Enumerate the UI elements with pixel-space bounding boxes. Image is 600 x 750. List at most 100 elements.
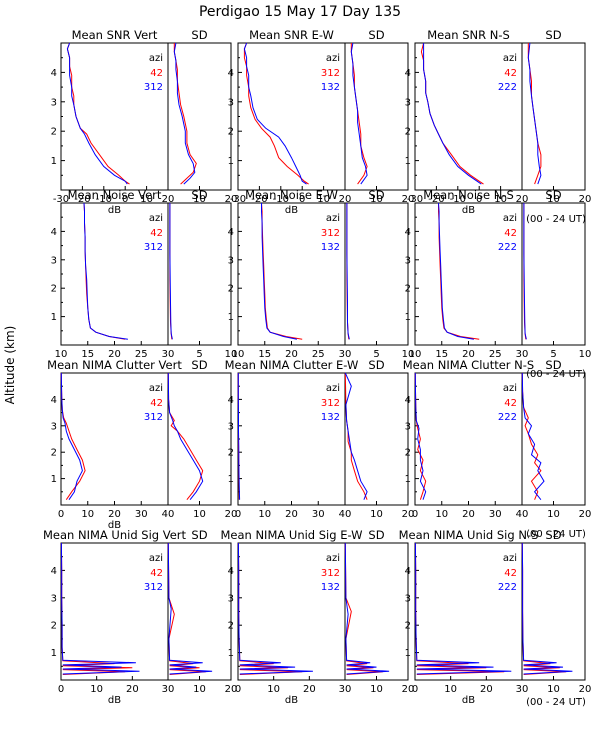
series-line-132 — [350, 42, 368, 185]
y-tick-label: 2 — [51, 127, 57, 138]
legend-label: 222 — [498, 242, 517, 253]
x-tick-label: -20 — [428, 194, 444, 205]
x-axis-label: dB — [108, 695, 121, 706]
legend-title: azi — [503, 383, 517, 394]
x-tick-label: 0 — [122, 194, 128, 205]
y-tick-label: 1 — [51, 648, 57, 659]
panel-r3-c5: SD 10 20 — [521, 528, 592, 695]
panel-title: Mean SNR N-S — [427, 28, 510, 42]
x-tick-label: 15 — [435, 349, 448, 360]
series-line-312 — [243, 42, 309, 185]
y-tick-label: 3 — [228, 97, 234, 108]
x-tick-label: 30 — [135, 509, 148, 520]
legend-title: azi — [503, 213, 517, 224]
series-line-222 — [438, 202, 474, 340]
panel-r1-c0: Mean Noise Vert 1 2 3 4 10 15 20 25 30 azi 42 312 — [51, 188, 175, 360]
time-range-label: (00 - 24 UT) — [526, 529, 586, 540]
series-line-132 — [344, 372, 368, 500]
x-tick-label: 20 — [225, 684, 238, 695]
x-axis-label: dB — [285, 695, 298, 706]
x-tick-label: -10 — [96, 194, 112, 205]
x-tick-label: -20 — [251, 194, 267, 205]
panel-title: Mean NIMA Clutter Vert — [47, 358, 182, 372]
series-line-132 — [237, 373, 241, 500]
legend-title: azi — [149, 553, 163, 564]
y-tick-label: 4 — [51, 227, 57, 238]
legend-title: azi — [149, 383, 163, 394]
panel-title: SD — [368, 358, 384, 372]
y-tick-label: 4 — [228, 395, 234, 406]
x-tick-label: 5 — [196, 349, 202, 360]
y-tick-label: 4 — [405, 395, 411, 406]
x-tick-label: 20 — [162, 194, 175, 205]
y-tick-label: 3 — [405, 421, 411, 432]
y-tick-label: 1 — [228, 312, 234, 323]
y-tick-label: 3 — [405, 593, 411, 604]
legend-label: 42 — [150, 228, 163, 239]
x-tick-label: 20 — [402, 684, 415, 695]
series-line-312 — [344, 372, 368, 500]
legend-label: 312 — [321, 398, 340, 409]
x-tick-label: 20 — [462, 509, 475, 520]
x-tick-label: 10 — [193, 194, 206, 205]
panel-title: Mean NIMA Unid Sig N-S — [399, 528, 539, 542]
x-tick-label: 10 — [370, 509, 383, 520]
x-tick-label: 10 — [193, 684, 206, 695]
panel-title: Mean Noise N-S — [423, 188, 514, 202]
y-tick-label: 1 — [51, 156, 57, 167]
x-tick-label: 10 — [90, 684, 103, 695]
x-tick-label: 10 — [547, 194, 560, 205]
panel-title: SD — [191, 188, 207, 202]
y-tick-label: 2 — [51, 284, 57, 295]
x-tick-label: 30 — [516, 684, 529, 695]
panel-title: SD — [545, 358, 561, 372]
legend-label: 132 — [321, 242, 340, 253]
x-tick-label: 0 — [235, 509, 241, 520]
x-tick-label: 20 — [108, 349, 121, 360]
panel-title: Mean SNR Vert — [72, 28, 158, 42]
y-tick-label: 1 — [405, 312, 411, 323]
x-tick-label: 20 — [225, 509, 238, 520]
x-tick-label: 20 — [285, 349, 298, 360]
x-tick-label: 20 — [402, 509, 415, 520]
y-tick-label: 1 — [405, 474, 411, 485]
x-tick-label: 20 — [579, 194, 592, 205]
y-tick-label: 4 — [228, 566, 234, 577]
y-tick-label: 2 — [51, 621, 57, 632]
y-tick-label: 4 — [51, 68, 57, 79]
x-tick-label: 10 — [579, 349, 592, 360]
panel-r1-c3: SD 5 10 — [344, 188, 414, 360]
panel-title: Mean NIMA Unid Sig E-W — [220, 528, 362, 542]
y-tick-label: 2 — [405, 284, 411, 295]
x-tick-label: 30 — [162, 349, 175, 360]
y-tick-label: 1 — [51, 474, 57, 485]
legend-label: 132 — [321, 82, 340, 93]
panel-r0-c4: Mean SNR N-S 1 2 3 4 -30 -20 -10 0 10 20 dB azi 42 222 — [405, 28, 529, 216]
x-tick-label: 10 — [258, 509, 271, 520]
x-tick-label: 0 — [476, 194, 482, 205]
x-tick-label: 20 — [579, 509, 592, 520]
series-line-222 — [414, 542, 512, 675]
x-tick-label: 10 — [232, 349, 245, 360]
legend-title: azi — [326, 53, 340, 64]
x-tick-label: 10 — [444, 684, 457, 695]
x-tick-label: -10 — [273, 194, 289, 205]
x-tick-label: 30 — [339, 349, 352, 360]
legend-title: azi — [326, 553, 340, 564]
panel-r1-c1: SD 5 10 — [167, 188, 237, 360]
x-tick-label: -10 — [450, 194, 466, 205]
legend-label: 312 — [321, 68, 340, 79]
x-tick-label: 0 — [412, 684, 418, 695]
y-tick-label: 3 — [405, 255, 411, 266]
series-line-132 — [243, 42, 307, 185]
legend-title: azi — [149, 53, 163, 64]
series-line-312 — [60, 372, 83, 500]
x-tick-label: 20 — [579, 684, 592, 695]
